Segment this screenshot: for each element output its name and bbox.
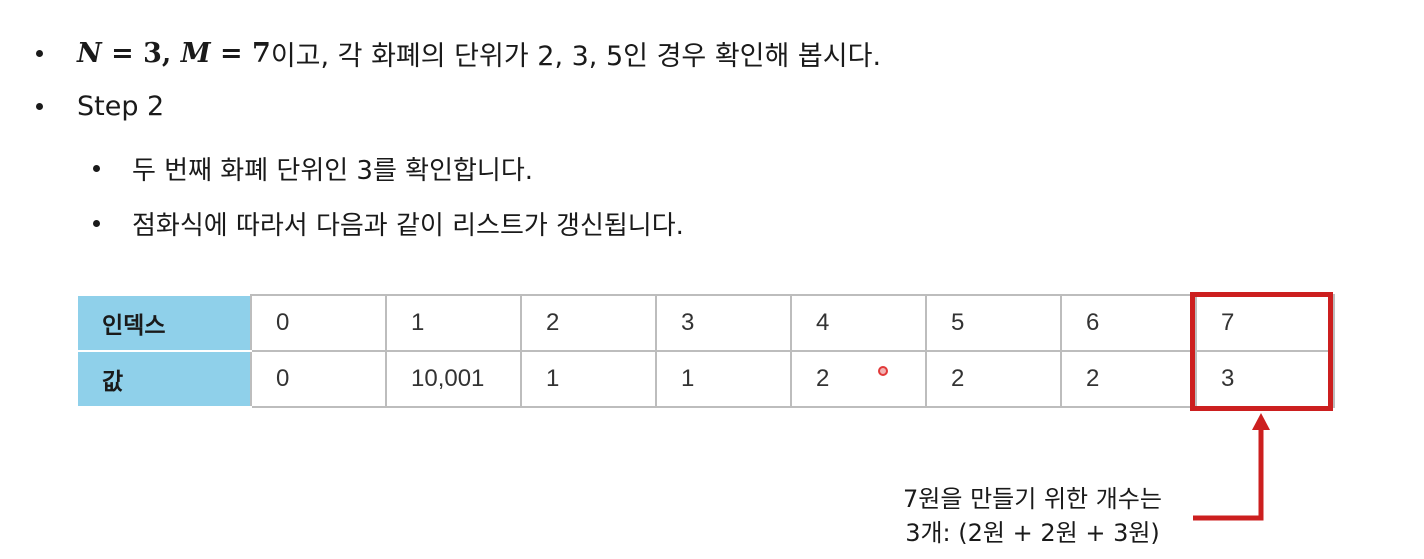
intro-text: 이고, 각 화폐의 단위가 2, 3, 5인 경우 확인해 봅시다.: [270, 41, 882, 72]
index-cell: 3: [655, 294, 792, 352]
annotation-line1: 7원을 만들기 위한 개수는: [903, 485, 1162, 513]
value-cell: 1: [655, 350, 792, 408]
table-row-value: 값 0 10,001 1 1 2 2 2 3: [76, 350, 1335, 408]
annotation-note: 7원을 만들기 위한 개수는 3개: (2원 + 2원 + 3원): [880, 482, 1185, 550]
sub2-text: 점화식에 따라서 다음과 같이 리스트가 갱신됩니다.: [132, 211, 684, 241]
bullet-dot: [36, 103, 43, 110]
index-cell: 5: [925, 294, 1062, 352]
bullet-dot: [93, 165, 100, 172]
bullet-step: Step 2: [36, 91, 164, 122]
table-row-index: 인덱스 0 1 2 3 4 5 6 7: [76, 294, 1335, 352]
index-cell: 7: [1195, 294, 1335, 352]
bullet-dot: [36, 50, 43, 57]
value-cell: 0: [250, 350, 387, 408]
sub1-text: 두 번째 화폐 단위인 3를 확인합니다.: [132, 156, 534, 186]
index-cell: 0: [250, 294, 387, 352]
index-cell: 2: [520, 294, 657, 352]
value-cell: 2: [1060, 350, 1197, 408]
math-eq2: = 7: [210, 38, 271, 69]
pointer-cursor-icon: [878, 366, 888, 376]
bullet-sub2: 점화식에 따라서 다음과 같이 리스트가 갱신됩니다.: [93, 205, 684, 242]
value-cell: 2: [925, 350, 1062, 408]
math-m: M: [180, 38, 211, 69]
dp-table: 인덱스 0 1 2 3 4 5 6 7 값 0 10,001 1 1 2 2 2…: [76, 294, 1335, 408]
math-n: N: [77, 38, 102, 69]
value-cell: 10,001: [385, 350, 522, 408]
index-cell: 6: [1060, 294, 1197, 352]
bullet-dot: [93, 220, 100, 227]
value-cell: 3: [1195, 350, 1335, 408]
annotation-line2: 3개: (2원 + 2원 + 3원): [905, 519, 1160, 547]
math-expression: N = 3, M = 7: [77, 38, 271, 69]
row-header-value: 값: [76, 350, 252, 408]
math-eq1: = 3,: [101, 38, 181, 69]
value-cell: 1: [520, 350, 657, 408]
bullet-intro: N = 3, M = 7 이고, 각 화폐의 단위가 2, 3, 5인 경우 확인…: [36, 34, 881, 73]
index-cell: 1: [385, 294, 522, 352]
bullet-sub1: 두 번째 화폐 단위인 3를 확인합니다.: [93, 150, 533, 187]
highlight-box: [1190, 292, 1333, 411]
row-header-index: 인덱스: [76, 294, 252, 352]
step-title: Step 2: [77, 91, 165, 122]
value-cell: 2: [790, 350, 927, 408]
index-cell: 4: [790, 294, 927, 352]
